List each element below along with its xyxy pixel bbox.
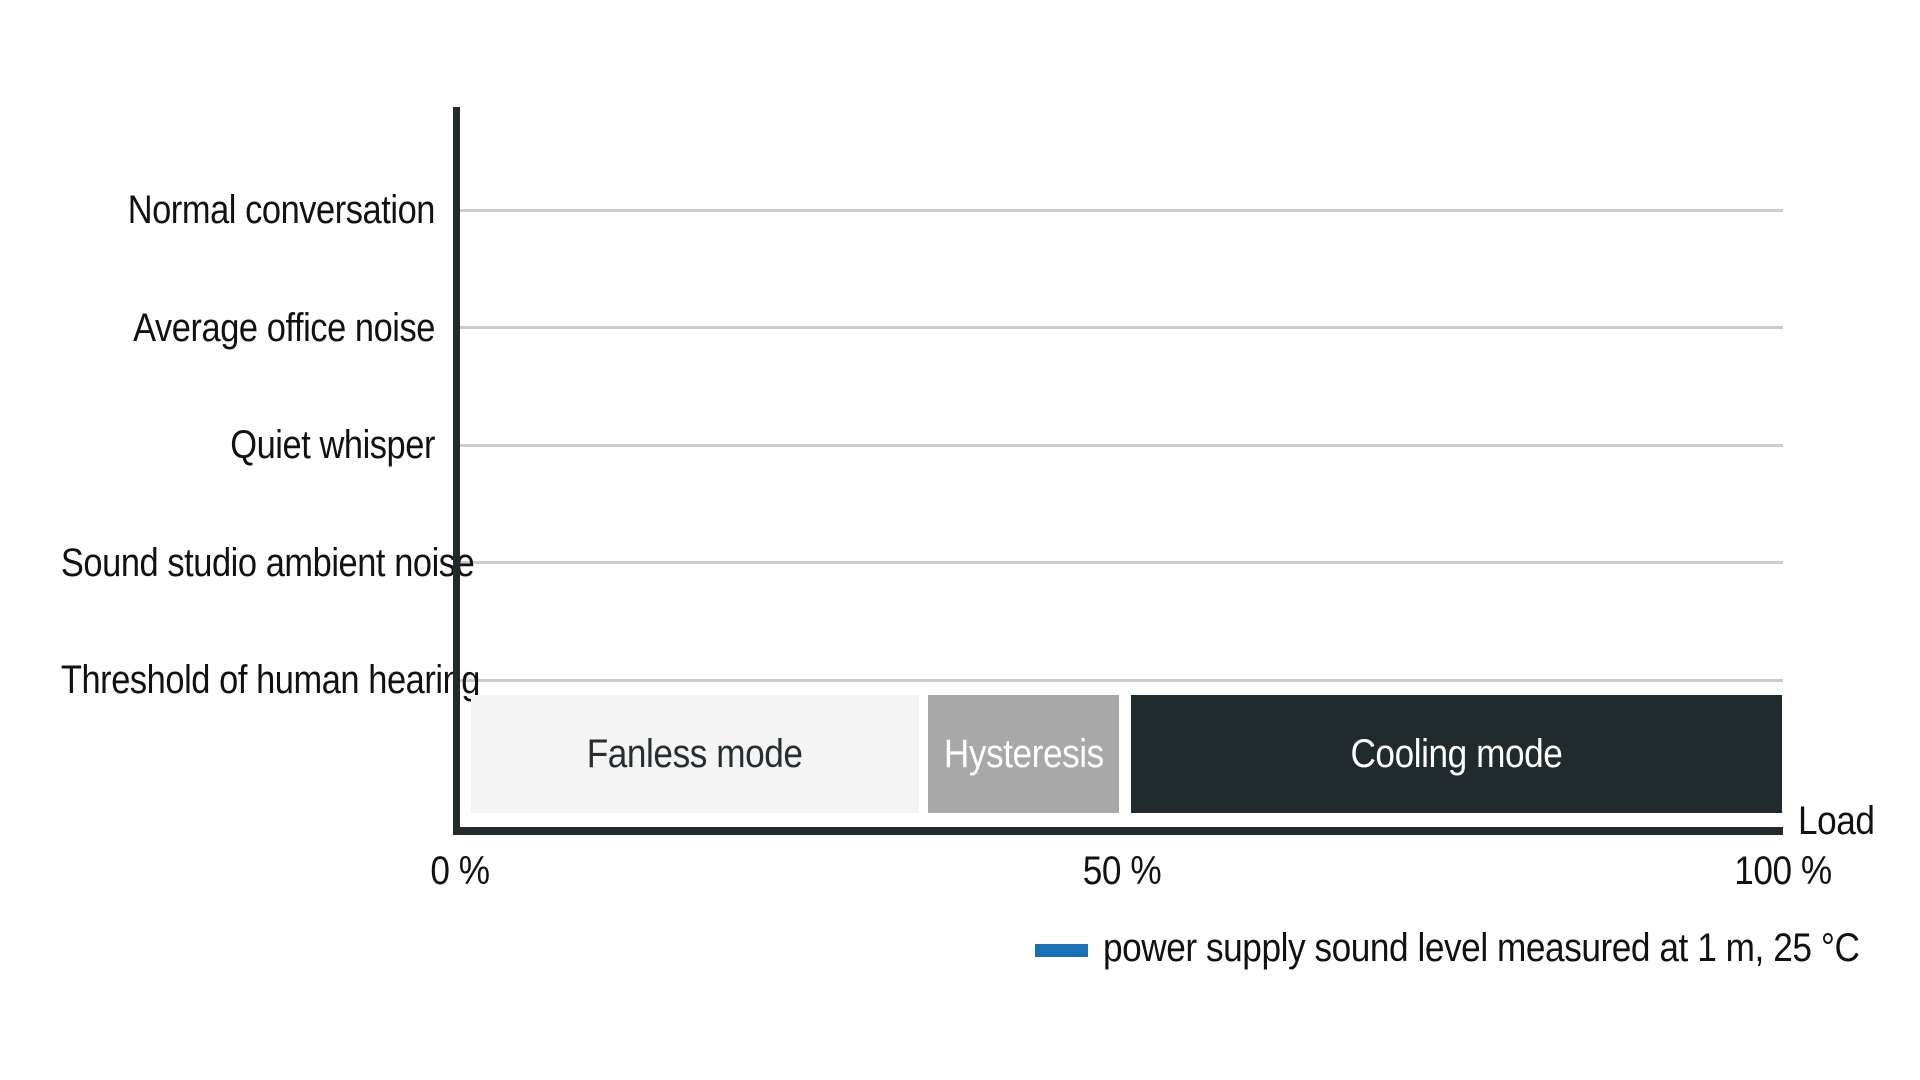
x-axis-title: Load xyxy=(1798,799,1875,843)
y-axis-label: Average office noise xyxy=(133,305,435,350)
x-tick-label: 0 % xyxy=(430,849,490,893)
bar-segment-fanless-mode: Fanless mode xyxy=(470,695,920,813)
x-tick-label: 100 % xyxy=(1734,849,1832,893)
bar-segment-cooling-mode: Cooling mode xyxy=(1130,695,1782,813)
legend-swatch-icon xyxy=(1035,943,1088,957)
gridline xyxy=(460,561,1783,564)
y-axis-label: Quiet whisper xyxy=(230,423,435,467)
bar-segment-label: Hysteresis xyxy=(943,731,1104,776)
gridline xyxy=(460,443,1783,447)
bar-segment-label: Fanless mode xyxy=(586,731,803,776)
gridline xyxy=(460,208,1783,212)
gridline xyxy=(460,678,1783,682)
legend-label: power supply sound level measured at 1 m… xyxy=(1103,926,1860,970)
bar-segment-hysteresis: Hysteresis xyxy=(928,695,1119,813)
bar-segment-label: Cooling mode xyxy=(1350,731,1563,776)
x-tick-label: 50 % xyxy=(1082,849,1161,893)
legend: power supply sound level measured at 1 m… xyxy=(1035,926,1920,970)
y-axis-line xyxy=(453,107,460,835)
y-axis-label: Normal conversation xyxy=(127,188,436,232)
y-axis-label: Threshold of human hearing xyxy=(60,658,481,702)
gridline xyxy=(460,326,1783,329)
y-axis-label: Sound studio ambient noise xyxy=(60,540,475,585)
x-axis-line xyxy=(453,827,1783,835)
